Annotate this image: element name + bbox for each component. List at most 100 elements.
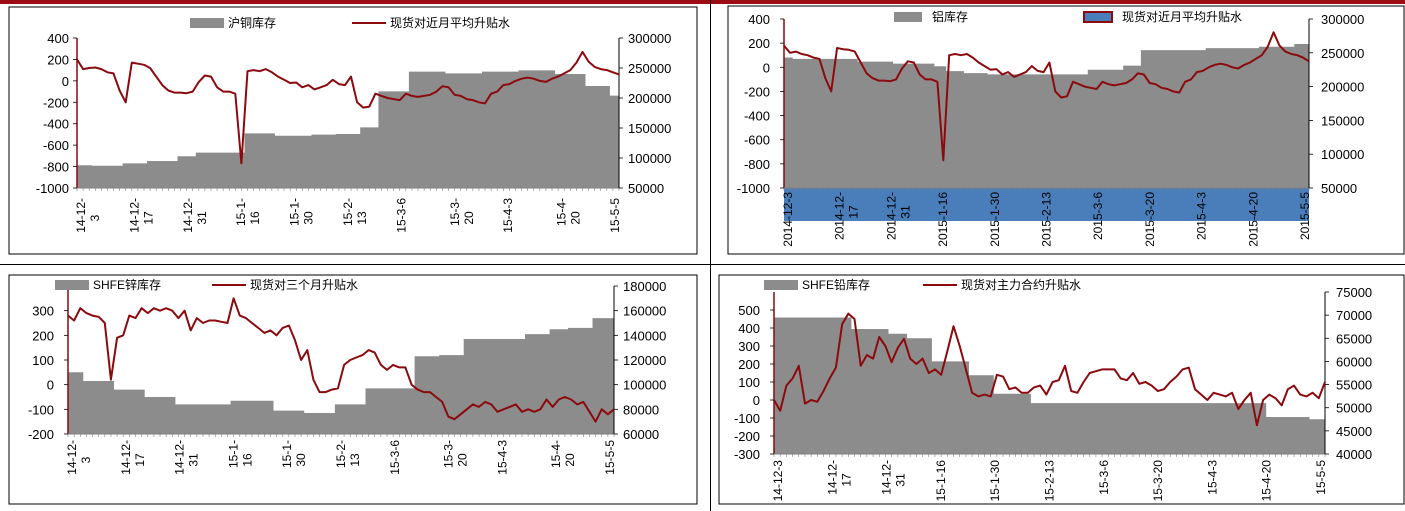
- x-tick-label: 15-1-16: [934, 460, 948, 502]
- x-tick-label: 14-12-3: [65, 440, 93, 475]
- y-right-tick-label: 40000: [1336, 447, 1372, 462]
- y-right-tick-label: 180000: [623, 279, 666, 294]
- y-left-tick-label: 200: [47, 52, 69, 67]
- chart-copper-inventory: 400 200 0 -200 -400 -600 -800 -1000 300000 250000…: [0, 4, 710, 264]
- x-tick-label: 15-1-16: [234, 198, 262, 226]
- x-tick-label: 15-3-20: [442, 440, 470, 468]
- spread-line: [773, 312, 1326, 427]
- legend-inventory-label: SHFE铅库存: [802, 277, 870, 292]
- y-left-tick-label: -1000: [36, 181, 69, 196]
- x-tick-label: 14-12-3: [74, 198, 102, 233]
- y-right-tick-label: 65000: [1336, 331, 1372, 346]
- y-left-tick-label: -200: [734, 429, 760, 444]
- y-left-tick-label: 0: [763, 60, 770, 75]
- y-right-tick-label: 160000: [623, 304, 666, 319]
- y-right-tick-label: 100000: [1321, 147, 1364, 162]
- legend-spread-label: 现货对主力合约升贴水: [961, 277, 1081, 292]
- y-right-tick-label: 55000: [1336, 378, 1372, 393]
- y-left-tick-label: 100: [32, 353, 54, 368]
- y-right-tick-label: 80000: [623, 402, 659, 417]
- y-left-tick-label: 400: [748, 12, 770, 27]
- y-left-tick-label: 100: [738, 375, 760, 390]
- legend-inventory-swatch: [764, 280, 798, 290]
- x-tick-label: 15-1-30: [988, 460, 1002, 502]
- legend-inventory-swatch: [55, 280, 89, 290]
- y-right-tick-label: 45000: [1336, 424, 1372, 439]
- y-right-tick-label: 250000: [628, 61, 671, 76]
- chart-aluminum-inventory: 400 200 0 -200 -400 -600 -800 -1000 300000 250000…: [714, 4, 1405, 264]
- y-left-tick-label: 0: [753, 393, 760, 408]
- x-tick-label: 15-5-5: [608, 198, 622, 233]
- chart-lead-inventory: 500 400 300 200 100 0 -100 -200 -300 75000 70000 65…: [714, 268, 1405, 511]
- legend-inventory-label: 沪铜库存: [228, 15, 276, 30]
- x-tick-label: 2015-4-20: [1246, 192, 1260, 247]
- x-tick-label: 15-4-3: [501, 198, 515, 233]
- chart-frame: [727, 5, 1405, 255]
- legend-spread-label: 现货对近月平均升贴水: [1122, 9, 1242, 24]
- grid-divider-horizontal: [0, 264, 1405, 265]
- x-tick-label: 14-12-3: [771, 460, 785, 502]
- y-right-tick-label: 60000: [1336, 354, 1372, 369]
- x-tick-label: 15-4-20: [555, 198, 583, 226]
- y-left-tick-label: -100: [28, 402, 54, 417]
- y-right-tick-label: 200000: [1321, 80, 1364, 95]
- y-left-tick-label: -400: [43, 117, 69, 132]
- x-tick-label: 15-3-6: [394, 198, 408, 233]
- y-left-tick-label: -200: [744, 84, 770, 99]
- y-right-tick-label: 200000: [628, 91, 671, 106]
- y-left-tick-label: -600: [744, 133, 770, 148]
- grid-divider-vertical: [710, 0, 711, 511]
- y-left-tick-label: -200: [43, 95, 69, 110]
- y-left-tick-label: 0: [62, 74, 69, 89]
- y-right-tick-label: 50000: [1321, 181, 1357, 196]
- x-tick-label: 15-4-20: [1260, 460, 1274, 502]
- x-tick-label: 14-12-31: [181, 198, 209, 233]
- x-tick-label: 15-2-13: [334, 440, 362, 468]
- y-left-tick-label: 300: [32, 304, 54, 319]
- spread-line: [783, 31, 1310, 162]
- x-tick-label: 14-12-31: [173, 440, 201, 475]
- y-right-tick-label: 120000: [623, 353, 666, 368]
- x-tick-label: 15-4-3: [495, 440, 509, 475]
- x-tick-label: 2015-1-16: [936, 192, 950, 247]
- header-bar: [0, 0, 1405, 4]
- y-left-tick-label: 300: [738, 339, 760, 354]
- y-right-tick-label: 75000: [1336, 285, 1372, 300]
- x-tick-label: 15-3-20: [1151, 460, 1165, 502]
- legend-inventory-label: SHFE锌库存: [93, 277, 161, 292]
- inventory-area: [784, 44, 1309, 188]
- y-right-tick-label: 300000: [628, 31, 671, 46]
- y-left-tick-label: -600: [43, 138, 69, 153]
- legend-inventory-swatch: [894, 12, 922, 22]
- x-tick-label: 15-4-3: [1205, 460, 1219, 495]
- x-tick-label: 15-5-5: [1314, 460, 1328, 495]
- y-right-tick-label: 150000: [628, 121, 671, 136]
- chart-svg: 500 400 300 200 100 0 -100 -200 -300 75000 70000 65…: [718, 274, 1405, 505]
- x-tick-label: 2014-12-17: [833, 192, 861, 240]
- y-left-tick-label: 200: [738, 357, 760, 372]
- y-right-tick-label: 50000: [628, 181, 664, 196]
- y-left-tick-label: 0: [47, 378, 54, 393]
- y-left-tick-label: 400: [738, 321, 760, 336]
- y-left-tick-label: 500: [738, 303, 760, 318]
- y-left-tick-label: -300: [734, 447, 760, 462]
- x-tick-label: 14-12-17: [119, 440, 147, 475]
- legend-spread-label: 现货对近月平均升贴水: [390, 15, 510, 30]
- x-tick-label: 2015-2-13: [1040, 192, 1054, 247]
- x-tick-label: 15-2-13: [341, 198, 369, 226]
- x-tick-label: 15-1-30: [288, 198, 316, 226]
- x-tick-label: 2015-3-20: [1143, 192, 1157, 247]
- y-left-tick-label: -1000: [737, 181, 770, 196]
- legend-inventory-label: 铝库存: [932, 9, 968, 24]
- y-right-tick-label: 100000: [628, 151, 671, 166]
- inventory-area: [68, 318, 614, 434]
- y-left-tick-label: 400: [47, 31, 69, 46]
- x-tick-label: 15-3-6: [388, 440, 402, 475]
- y-right-tick-label: 60000: [623, 427, 659, 442]
- x-tick-label: 15-2-13: [1043, 460, 1057, 502]
- y-right-tick-label: 140000: [623, 328, 666, 343]
- chart-frame: [8, 274, 698, 505]
- x-tick-label: 14-12-17: [825, 460, 853, 495]
- legend-inventory-swatch: [190, 18, 224, 28]
- inventory-area: [774, 317, 1325, 454]
